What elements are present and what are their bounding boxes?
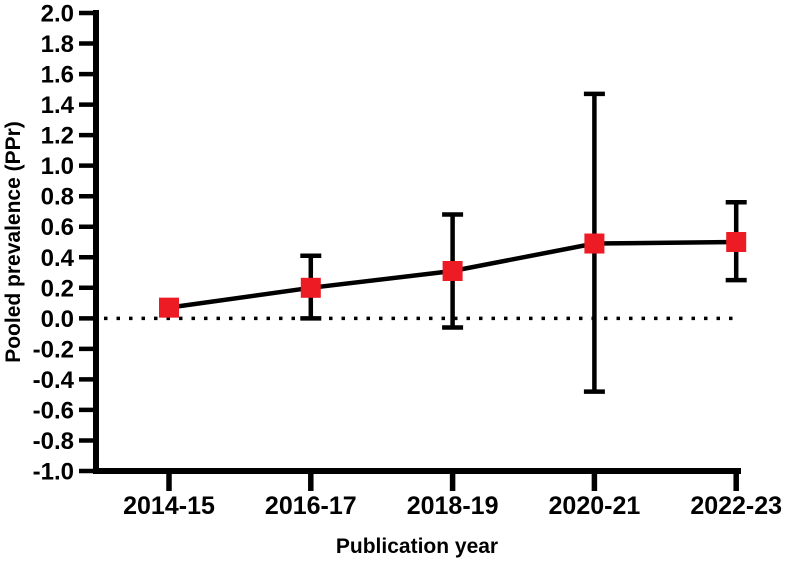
- y-tick-label: -0.8: [33, 428, 74, 455]
- x-tick-label: 2020-21: [549, 492, 641, 520]
- y-tick-label: -1.0: [33, 459, 74, 486]
- data-point-2016-17: [300, 277, 321, 298]
- data-point-2020-21: [584, 233, 605, 254]
- y-tick-label: -0.2: [33, 336, 74, 363]
- y-tick-label: 0.4: [41, 245, 75, 272]
- y-tick-label: 0.6: [41, 214, 74, 241]
- y-tick-label: 0.0: [41, 306, 74, 333]
- data-point-2014-15: [159, 297, 179, 318]
- data-point-2018-19: [442, 261, 463, 282]
- y-tick-label: 1.6: [41, 62, 74, 89]
- x-tick-label: 2014-15: [123, 492, 215, 520]
- x-tick-label: 2018-19: [407, 492, 499, 520]
- x-tick-label: 2016-17: [265, 492, 357, 520]
- y-tick-label: 0.2: [41, 275, 74, 302]
- y-tick-label: 0.8: [41, 184, 74, 211]
- y-tick-label: 1.8: [41, 31, 74, 58]
- x-axis-title: Publication year: [336, 535, 498, 558]
- y-tick-label: -0.6: [33, 397, 74, 424]
- y-tick-label: 1.4: [41, 92, 75, 119]
- y-tick-label: 1.2: [41, 123, 74, 150]
- y-axis-title: Pooled prevalence (PPr): [2, 121, 25, 363]
- plot-area: 2.0 1.8 1.6 1.4 1.2 1.0 0.8 0.6 0.4 0.2 0.0 -0.2 -0.…: [33, 1, 782, 521]
- y-tick-label: -0.4: [33, 367, 75, 394]
- x-tick-label: 2022-23: [690, 492, 782, 520]
- data-point-2022-23: [726, 232, 747, 252]
- y-tick-label: 1.0: [41, 153, 74, 180]
- y-tick-label: 2.0: [41, 1, 74, 28]
